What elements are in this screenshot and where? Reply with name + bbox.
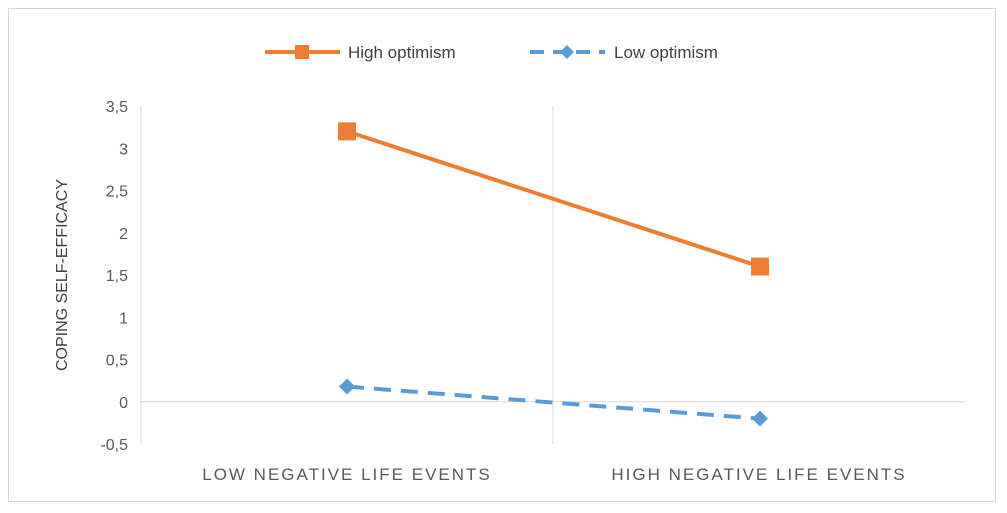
y-tick-label: 3,5 xyxy=(106,99,128,116)
y-tick-label: 0,5 xyxy=(106,353,128,370)
data-point-low-optimism-high xyxy=(752,410,768,427)
y-tick-label: 2 xyxy=(119,226,128,243)
y-axis-title: COPING SELF-EFFICACY xyxy=(54,179,71,371)
legend-high-optimism-marker xyxy=(295,45,309,59)
y-tick-label: 2,5 xyxy=(106,184,128,201)
legend-low-optimism-label: Low optimism xyxy=(614,43,718,62)
series-low-optimism xyxy=(339,378,768,427)
chart-frame xyxy=(8,8,996,502)
legend-high-optimism-label: High optimism xyxy=(348,43,456,62)
y-tick-label: 1,5 xyxy=(106,268,128,285)
legend-low-optimism-marker xyxy=(560,45,574,59)
y-tick-label: 0 xyxy=(119,395,128,412)
legend: High optimism Low optimism xyxy=(265,43,718,62)
x-category-label-high: HIGH NEGATIVE LIFE EVENTS xyxy=(611,465,906,484)
y-tick-label: 1 xyxy=(119,310,128,327)
x-category-label-low: LOW NEGATIVE LIFE EVENTS xyxy=(202,465,492,484)
y-tick-label: 3 xyxy=(119,141,128,158)
legend-item-low-optimism: Low optimism xyxy=(530,43,718,62)
legend-item-high-optimism: High optimism xyxy=(265,43,456,62)
data-point-high-optimism-low xyxy=(338,122,356,141)
data-point-low-optimism-low xyxy=(339,378,355,395)
data-point-high-optimism-high xyxy=(751,257,769,276)
y-tick-labels: -0,5 0 0,5 1 1,5 2 2,5 3 3,5 xyxy=(100,99,128,454)
series-high-optimism xyxy=(338,122,769,276)
y-tick-label: -0,5 xyxy=(100,437,128,454)
series-line-high-optimism xyxy=(346,129,761,269)
series-line-low-optimism xyxy=(346,384,761,421)
